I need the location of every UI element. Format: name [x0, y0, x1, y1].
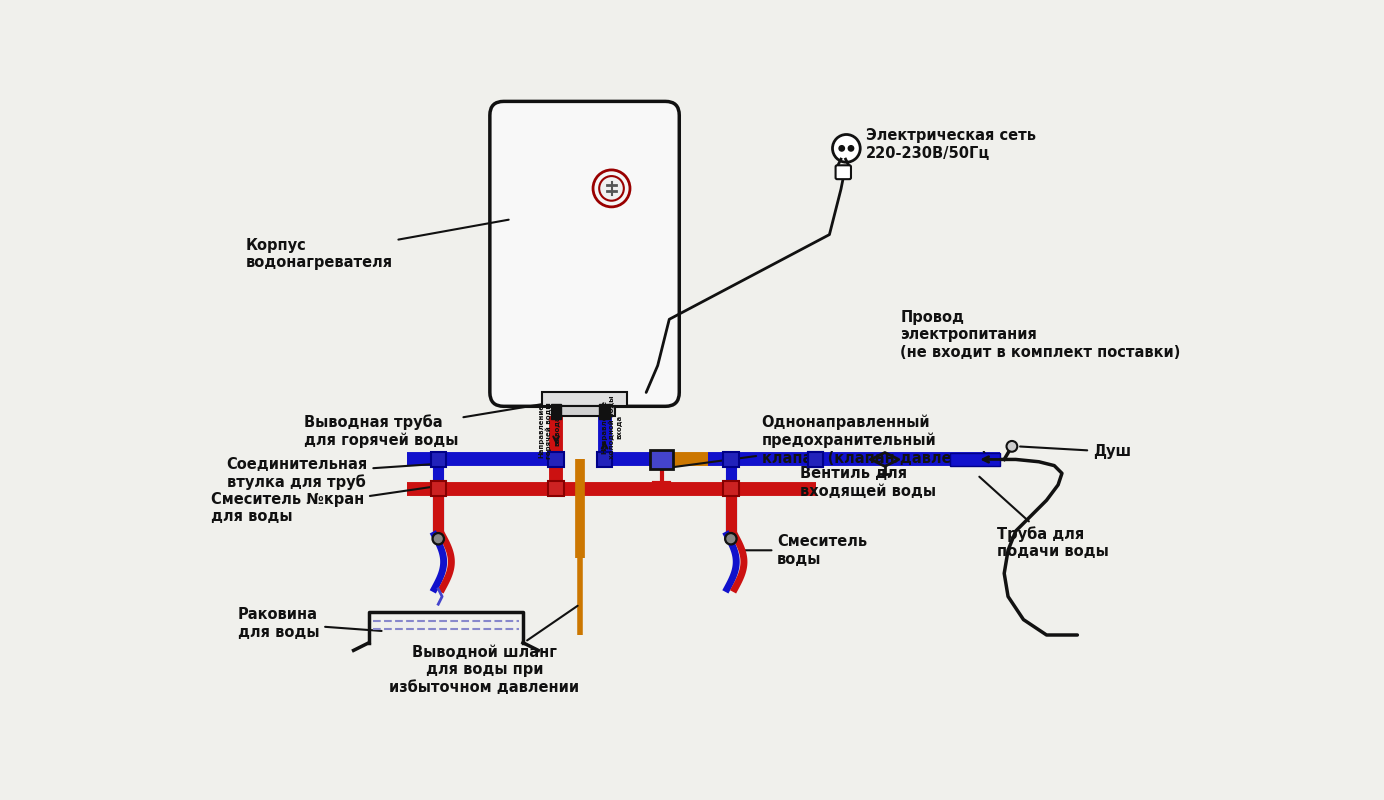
FancyBboxPatch shape	[490, 102, 680, 406]
Bar	[724, 481, 739, 496]
Text: Вентиль для
входящей воды: Вентиль для входящей воды	[800, 461, 936, 498]
Text: Электрическая сеть
220-230В/50Гц: Электрическая сеть 220-230В/50Гц	[865, 128, 1035, 161]
Circle shape	[599, 176, 624, 201]
Bar	[724, 452, 739, 467]
Bar	[554, 406, 616, 415]
Text: Однонаправленный
предохранительный
клапан (клапан давления): Однонаправленный предохранительный клапа…	[664, 414, 988, 468]
Circle shape	[432, 533, 444, 545]
Text: Труба для
подачи воды: Труба для подачи воды	[980, 477, 1109, 559]
Circle shape	[725, 533, 738, 545]
Bar	[599, 404, 610, 419]
Bar	[551, 404, 562, 419]
Text: Раковина
для воды: Раковина для воды	[238, 607, 382, 640]
Text: Выводная труба
для горячей воды: Выводная труба для горячей воды	[303, 403, 549, 448]
Circle shape	[848, 146, 854, 151]
Bar	[808, 452, 823, 467]
Circle shape	[1006, 441, 1017, 452]
Circle shape	[727, 535, 735, 542]
Text: Соединительная
втулка для труб: Соединительная втулка для труб	[227, 457, 443, 490]
Bar	[430, 481, 446, 496]
Text: Выводной шланг
для воды при
избыточном давлении: Выводной шланг для воды при избыточном д…	[389, 606, 580, 694]
Text: Провод
электропитания
(не входит в комплект поставки): Провод электропитания (не входит в компл…	[900, 310, 1181, 359]
Text: Направление
холодной воды
входа: Направление холодной воды входа	[601, 395, 621, 459]
Bar	[430, 452, 446, 467]
Text: Смеситель
воды: Смеситель воды	[743, 534, 868, 566]
Bar	[543, 393, 627, 406]
FancyBboxPatch shape	[836, 166, 851, 179]
Circle shape	[833, 134, 861, 162]
Bar	[548, 452, 563, 467]
Text: Душ: Душ	[1020, 444, 1131, 459]
Circle shape	[839, 146, 844, 151]
Bar	[650, 450, 673, 469]
Text: Смеситель №кран
для воды: Смеситель №кран для воды	[212, 486, 443, 524]
Bar	[597, 452, 612, 467]
Bar	[548, 481, 563, 496]
Bar	[951, 454, 1001, 466]
Text: Направление
горячей воды
вывода: Направление горячей воды вывода	[538, 402, 559, 459]
Circle shape	[435, 535, 441, 542]
Circle shape	[592, 170, 630, 207]
Text: Корпус
водонагревателя: Корпус водонагревателя	[246, 220, 509, 270]
Bar	[808, 452, 823, 467]
